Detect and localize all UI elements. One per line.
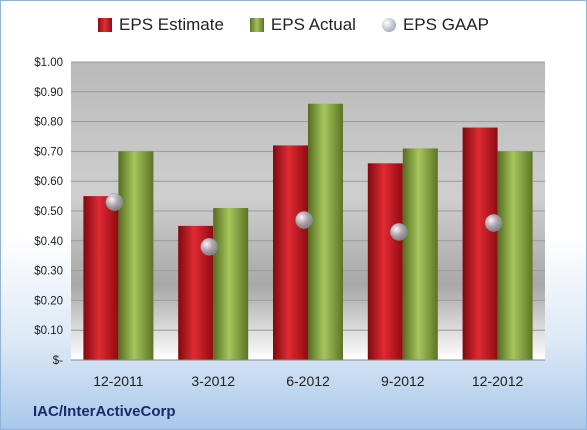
legend-item-estimate: EPS Estimate	[98, 15, 224, 35]
x-axis-ticks: 12-2011 3-2012 6-2012 9-2012 12-2012	[93, 373, 523, 389]
bar-estimate	[83, 196, 119, 360]
bar-actual	[118, 151, 154, 360]
legend: EPS Estimate EPS Actual EPS GAAP	[1, 15, 586, 35]
marker-gaap	[484, 214, 503, 232]
bar-estimate	[367, 163, 403, 360]
x-tick-label: 12-2011	[93, 373, 144, 389]
y-tick-label: $0.70	[34, 146, 63, 158]
legend-item-actual: EPS Actual	[249, 15, 356, 35]
marker-gaap	[295, 211, 313, 229]
legend-swatch-actual	[249, 18, 264, 32]
x-tick-label: 3-2012	[191, 373, 235, 389]
y-tick-label: $0.30	[34, 266, 63, 278]
legend-swatch-estimate	[98, 18, 113, 32]
gaap-markers	[105, 193, 503, 256]
legend-label-actual: EPS Actual	[270, 15, 356, 34]
bar-group	[83, 103, 533, 360]
x-tick-label: 12-2012	[472, 373, 524, 389]
y-tick-label: $0.10	[34, 325, 63, 337]
y-tick-label: $0.50	[34, 206, 63, 218]
marker-gaap	[200, 238, 218, 256]
y-axis-ticks: $- $0.10 $0.20 $0.30 $0.40 $0.50 $0.60 $0.70 $0.…	[34, 57, 63, 367]
y-tick-label: $0.40	[34, 236, 63, 248]
bar-actual	[213, 208, 249, 360]
x-tick-label: 6-2012	[286, 373, 330, 389]
y-tick-label: $1.00	[34, 57, 63, 69]
bar-actual	[497, 151, 533, 360]
marker-gaap	[105, 193, 124, 211]
y-tick-label: $0.90	[34, 87, 63, 99]
bar-estimate	[273, 145, 308, 360]
legend-item-gaap: EPS GAAP	[381, 15, 489, 35]
x-tick-label: 9-2012	[381, 373, 425, 389]
y-tick-label: $0.60	[34, 176, 63, 188]
y-tick-label: $0.80	[34, 117, 63, 129]
legend-label-estimate: EPS Estimate	[119, 15, 224, 34]
bar-actual	[402, 148, 438, 360]
marker-gaap	[390, 223, 408, 241]
y-tick-label: $0.20	[34, 295, 63, 307]
bar-actual	[308, 103, 343, 360]
legend-swatch-gaap	[381, 18, 396, 32]
bar-estimate	[462, 127, 498, 360]
legend-label-gaap: EPS GAAP	[402, 15, 489, 34]
company-name: IAC/InterActiveCorp	[33, 403, 176, 420]
y-tick-label: $-	[53, 355, 63, 367]
